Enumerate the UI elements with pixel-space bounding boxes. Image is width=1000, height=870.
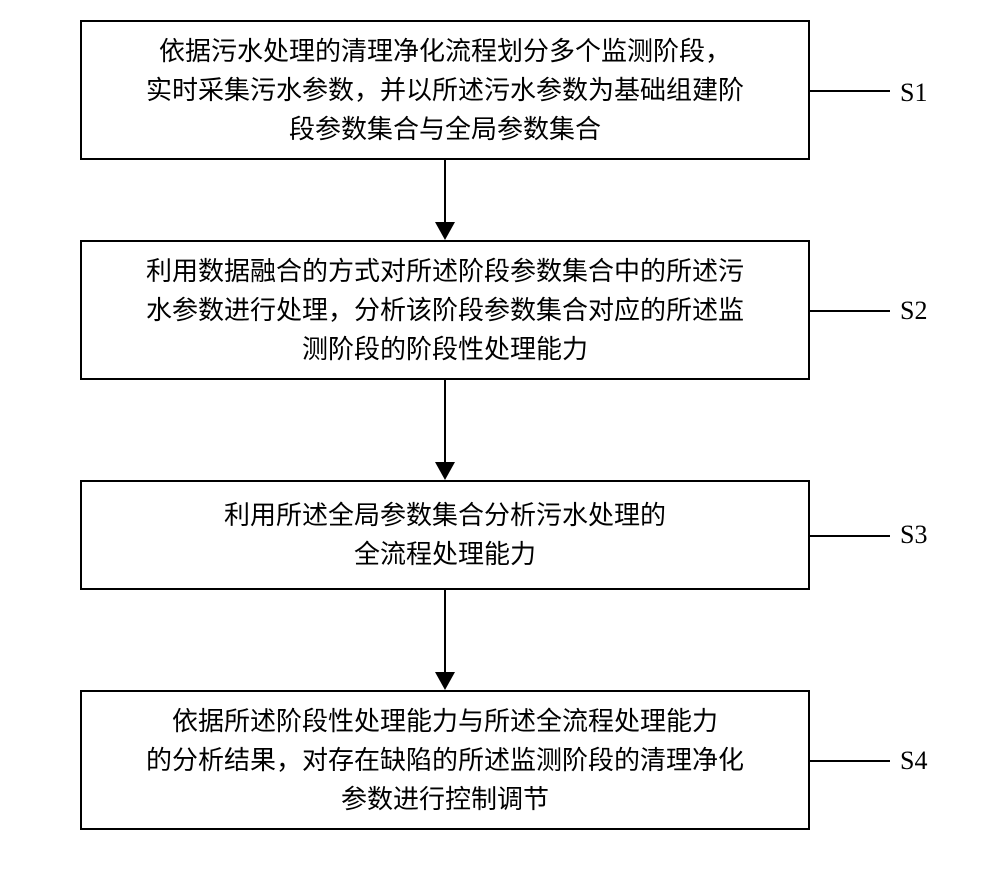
arrow-line xyxy=(444,380,446,462)
arrow-line xyxy=(444,590,446,672)
label-tick xyxy=(810,90,890,92)
flowchart-node-s3: 利用所述全局参数集合分析污水处理的全流程处理能力 xyxy=(80,480,810,590)
node-text: 利用所述全局参数集合分析污水处理的全流程处理能力 xyxy=(224,496,666,574)
label-tick xyxy=(810,760,890,762)
label-tick xyxy=(810,310,890,312)
node-text: 依据污水处理的清理净化流程划分多个监测阶段，实时采集污水参数，并以所述污水参数为… xyxy=(146,32,744,149)
step-label-s1: S1 xyxy=(900,78,927,108)
flowchart-node-s4: 依据所述阶段性处理能力与所述全流程处理能力的分析结果，对存在缺陷的所述监测阶段的… xyxy=(80,690,810,830)
label-tick xyxy=(810,535,890,537)
step-label-s2: S2 xyxy=(900,296,927,326)
arrow-head-icon xyxy=(435,462,455,480)
arrow-head-icon xyxy=(435,672,455,690)
flowchart-node-s1: 依据污水处理的清理净化流程划分多个监测阶段，实时采集污水参数，并以所述污水参数为… xyxy=(80,20,810,160)
node-text: 利用数据融合的方式对所述阶段参数集合中的所述污水参数进行处理，分析该阶段参数集合… xyxy=(146,252,744,369)
flowchart-node-s2: 利用数据融合的方式对所述阶段参数集合中的所述污水参数进行处理，分析该阶段参数集合… xyxy=(80,240,810,380)
flowchart-canvas: 依据污水处理的清理净化流程划分多个监测阶段，实时采集污水参数，并以所述污水参数为… xyxy=(0,0,1000,870)
arrow-head-icon xyxy=(435,222,455,240)
node-text: 依据所述阶段性处理能力与所述全流程处理能力的分析结果，对存在缺陷的所述监测阶段的… xyxy=(146,702,744,819)
arrow-line xyxy=(444,160,446,222)
step-label-s4: S4 xyxy=(900,746,927,776)
step-label-s3: S3 xyxy=(900,520,927,550)
